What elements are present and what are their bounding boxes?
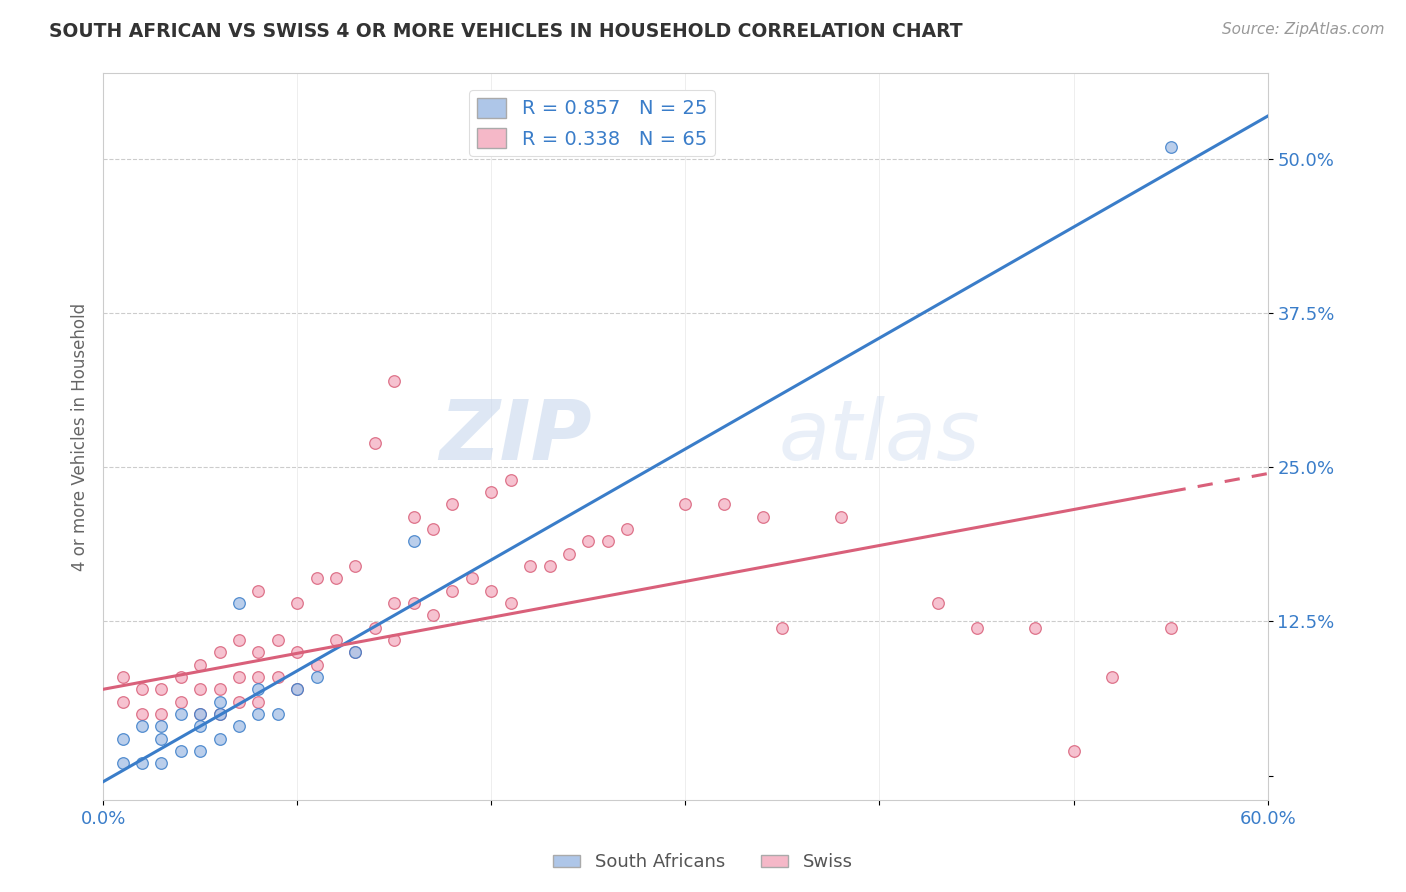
Point	[479, 583, 502, 598]
Point	[111, 756, 134, 771]
Point	[208, 682, 231, 697]
Text: SOUTH AFRICAN VS SWISS 4 OR MORE VEHICLES IN HOUSEHOLD CORRELATION CHART: SOUTH AFRICAN VS SWISS 4 OR MORE VEHICLE…	[49, 22, 963, 41]
Point	[228, 596, 250, 610]
Point	[772, 621, 794, 635]
Point	[402, 509, 425, 524]
Point	[228, 719, 250, 733]
Point	[247, 682, 270, 697]
Point	[150, 682, 173, 697]
Point	[150, 706, 173, 721]
Point	[131, 719, 153, 733]
Point	[344, 645, 367, 659]
Point	[111, 695, 134, 709]
Point	[208, 731, 231, 746]
Point	[170, 706, 193, 721]
Point	[1160, 140, 1182, 154]
Legend: R = 0.857   N = 25, R = 0.338   N = 65: R = 0.857 N = 25, R = 0.338 N = 65	[470, 90, 716, 156]
Point	[188, 706, 211, 721]
Text: Source: ZipAtlas.com: Source: ZipAtlas.com	[1222, 22, 1385, 37]
Legend: South Africans, Swiss: South Africans, Swiss	[546, 847, 860, 879]
Point	[228, 695, 250, 709]
Point	[188, 682, 211, 697]
Point	[713, 497, 735, 511]
Point	[752, 509, 775, 524]
Point	[247, 583, 270, 598]
Point	[188, 657, 211, 672]
Point	[228, 632, 250, 647]
Point	[830, 509, 852, 524]
Point	[927, 596, 949, 610]
Point	[247, 706, 270, 721]
Point	[228, 670, 250, 684]
Point	[382, 374, 405, 388]
Point	[131, 706, 153, 721]
Point	[111, 670, 134, 684]
Point	[267, 670, 290, 684]
Point	[1024, 621, 1046, 635]
Point	[208, 695, 231, 709]
Point	[170, 695, 193, 709]
Point	[285, 682, 308, 697]
Point	[1101, 670, 1123, 684]
Point	[422, 522, 444, 536]
Point	[247, 670, 270, 684]
Point	[596, 534, 619, 549]
Point	[382, 596, 405, 610]
Point	[616, 522, 638, 536]
Point	[150, 719, 173, 733]
Point	[188, 744, 211, 758]
Point	[441, 497, 464, 511]
Point	[170, 670, 193, 684]
Point	[422, 608, 444, 623]
Point	[1063, 744, 1085, 758]
Point	[402, 596, 425, 610]
Point	[131, 682, 153, 697]
Point	[208, 645, 231, 659]
Point	[150, 731, 173, 746]
Point	[325, 571, 347, 585]
Point	[305, 571, 328, 585]
Point	[150, 756, 173, 771]
Point	[170, 744, 193, 758]
Point	[441, 583, 464, 598]
Point	[344, 559, 367, 574]
Point	[325, 632, 347, 647]
Point	[131, 756, 153, 771]
Point	[285, 596, 308, 610]
Point	[305, 657, 328, 672]
Point	[519, 559, 541, 574]
Point	[247, 645, 270, 659]
Point	[267, 706, 290, 721]
Point	[382, 632, 405, 647]
Point	[285, 645, 308, 659]
Y-axis label: 4 or more Vehicles in Household: 4 or more Vehicles in Household	[72, 302, 89, 571]
Point	[576, 534, 599, 549]
Point	[1160, 621, 1182, 635]
Point	[208, 706, 231, 721]
Point	[208, 706, 231, 721]
Point	[364, 435, 387, 450]
Point	[402, 534, 425, 549]
Point	[344, 645, 367, 659]
Point	[267, 632, 290, 647]
Point	[558, 547, 581, 561]
Point	[305, 670, 328, 684]
Point	[364, 621, 387, 635]
Point	[499, 473, 522, 487]
Point	[111, 731, 134, 746]
Point	[538, 559, 561, 574]
Text: atlas: atlas	[779, 396, 980, 477]
Text: ZIP: ZIP	[440, 396, 592, 477]
Point	[673, 497, 696, 511]
Point	[461, 571, 484, 585]
Point	[966, 621, 988, 635]
Point	[188, 706, 211, 721]
Point	[188, 719, 211, 733]
Point	[285, 682, 308, 697]
Point	[479, 485, 502, 500]
Point	[247, 695, 270, 709]
Point	[499, 596, 522, 610]
